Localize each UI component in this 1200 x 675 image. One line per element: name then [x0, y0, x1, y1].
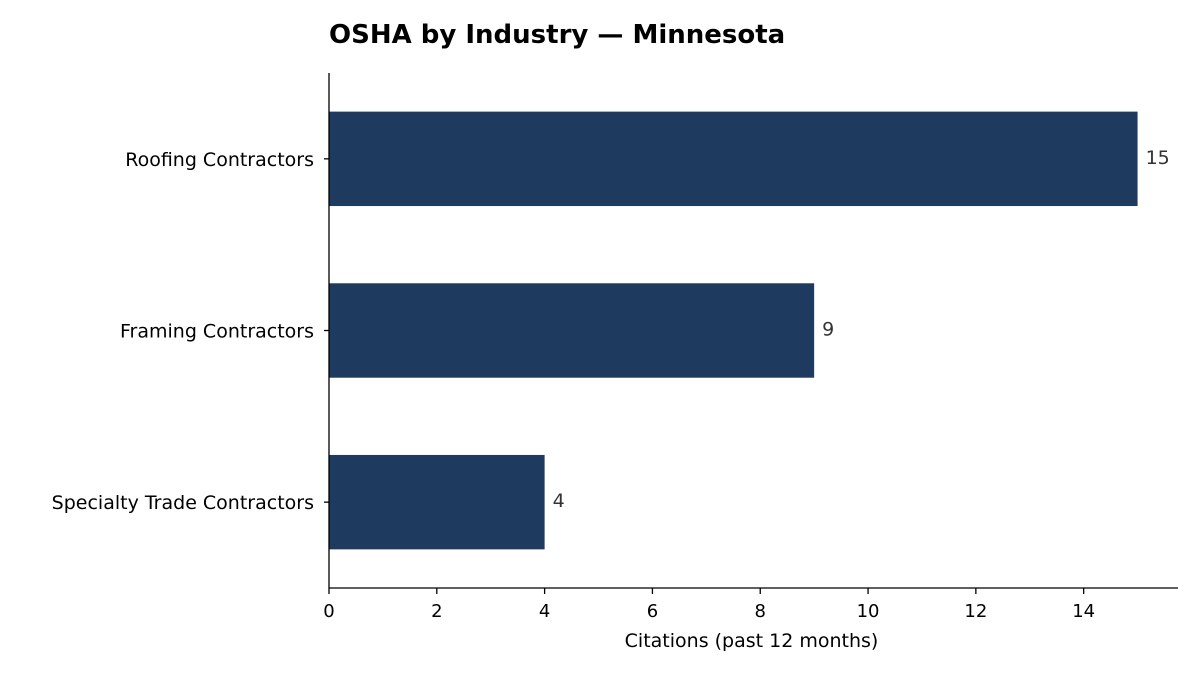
bar-roofing-contractors [329, 111, 1138, 207]
x-axis-label: Citations (past 12 months) [625, 630, 879, 652]
x-tick-label: 8 [755, 601, 766, 622]
category-label-roofing-contractors: Roofing Contractors [125, 149, 314, 171]
data-label-specialty-trade-contractors: 4 [553, 490, 565, 512]
data-label-roofing-contractors: 15 [1146, 147, 1170, 169]
x-tick-label: 12 [964, 601, 987, 622]
category-label-specialty-trade-contractors: Specialty Trade Contractors [52, 492, 314, 514]
category-label-framing-contractors: Framing Contractors [120, 321, 314, 343]
x-tick-label: 10 [857, 601, 880, 622]
bar-specialty-trade-contractors [329, 454, 545, 550]
x-tick-label: 6 [647, 601, 658, 622]
x-tick-label: 4 [539, 601, 550, 622]
bars-group [329, 111, 1138, 550]
data-label-framing-contractors: 9 [822, 319, 834, 341]
x-tick-label: 2 [431, 601, 442, 622]
chart-title: OSHA by Industry — Minnesota [329, 20, 785, 50]
x-tick-label: 14 [1072, 601, 1095, 622]
x-axis-ticks: 0 2 4 6 8 10 12 14 [323, 588, 1095, 622]
bar-framing-contractors [329, 283, 815, 378]
x-tick-label: 0 [323, 601, 334, 622]
category-labels: Roofing Contractors Framing Contractors Sp… [52, 149, 329, 514]
